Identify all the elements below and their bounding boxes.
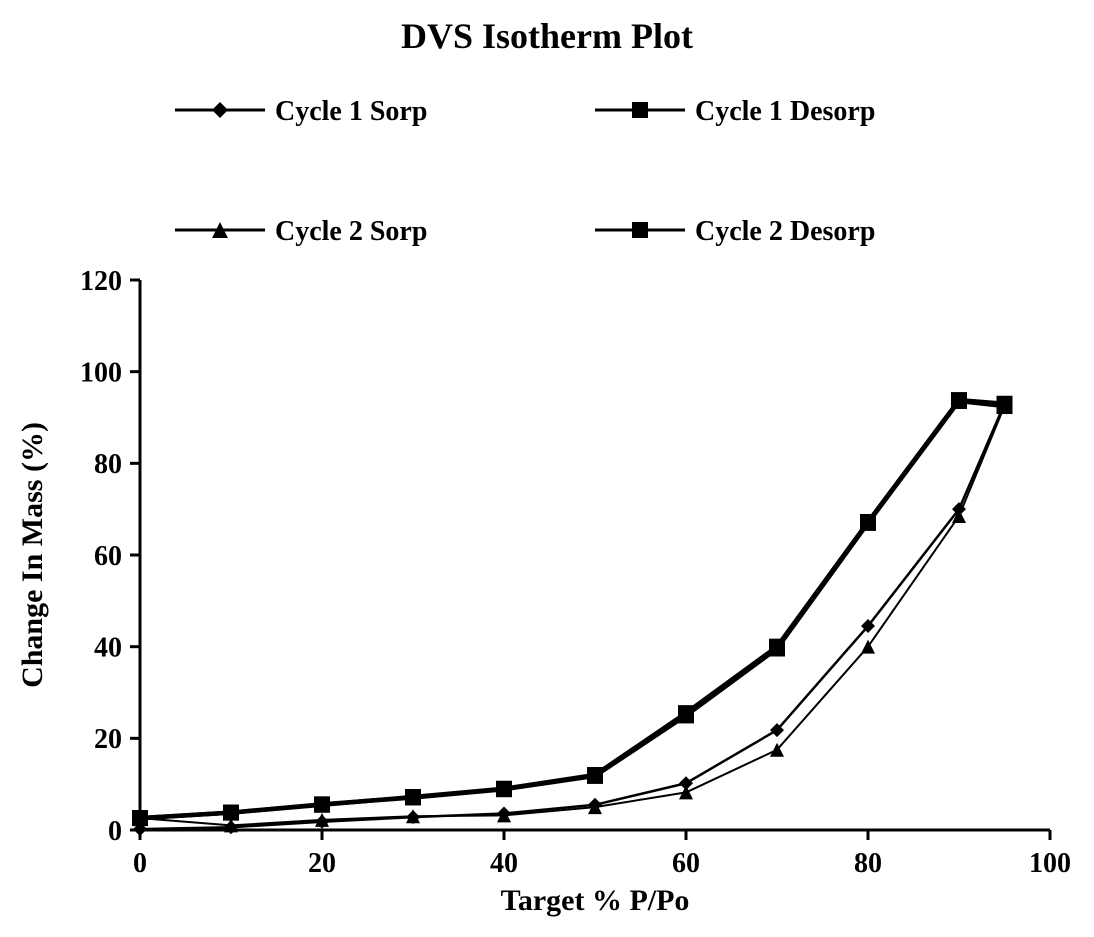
- square-marker: [405, 789, 421, 805]
- chart-title: DVS Isotherm Plot: [401, 16, 693, 56]
- x-tick-label: 100: [1029, 848, 1071, 879]
- chart-svg: DVS Isotherm Plot 0 20 40 60 80 100 0 20 40 60 80 10…: [0, 0, 1094, 937]
- y-tick-label: 80: [94, 449, 122, 480]
- square-marker: [496, 781, 512, 797]
- square-marker: [951, 393, 967, 409]
- square-marker: [678, 707, 694, 723]
- x-tick-label: 80: [854, 848, 882, 879]
- dvs-isotherm-chart: DVS Isotherm Plot 0 20 40 60 80 100 0 20 40 60 80 10…: [0, 0, 1094, 937]
- square-marker: [223, 805, 239, 821]
- legend-label: Cycle 2 Sorp: [275, 216, 427, 247]
- square-marker: [632, 102, 648, 118]
- x-tick-label: 60: [672, 848, 700, 879]
- y-axis-label: Change In Mass (%): [16, 422, 49, 688]
- x-tick-label: 0: [133, 848, 147, 879]
- y-tick-label: 60: [94, 541, 122, 572]
- y-tick-label: 0: [108, 816, 122, 847]
- y-tick-label: 120: [80, 266, 122, 297]
- square-marker: [769, 641, 785, 657]
- y-tick-label: 40: [94, 632, 122, 663]
- y-tick-label: 20: [94, 724, 122, 755]
- y-tick-label: 100: [80, 357, 122, 388]
- square-marker: [587, 768, 603, 784]
- chart-background: [0, 0, 1094, 937]
- legend-label: Cycle 1 Sorp: [275, 96, 427, 127]
- square-marker: [860, 515, 876, 531]
- x-tick-label: 20: [308, 848, 336, 879]
- legend-label: Cycle 2 Desorp: [695, 216, 875, 247]
- square-marker: [997, 398, 1013, 414]
- x-axis-label: Target % P/Po: [501, 884, 690, 917]
- square-marker: [632, 222, 648, 238]
- square-marker: [132, 810, 148, 826]
- legend-label: Cycle 1 Desorp: [695, 96, 875, 127]
- square-marker: [314, 796, 330, 812]
- x-tick-label: 40: [490, 848, 518, 879]
